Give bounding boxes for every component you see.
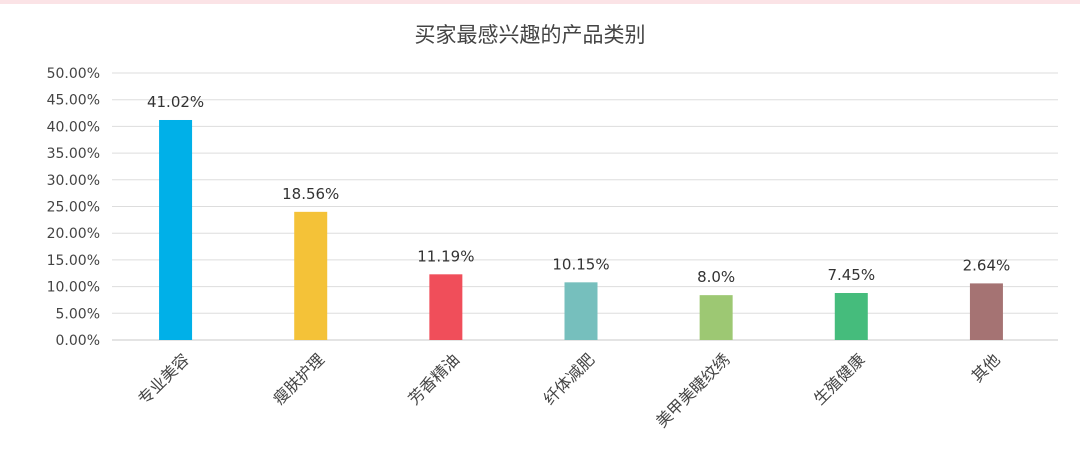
bar-3 (429, 274, 463, 340)
y-tick-label: 10.00% (47, 280, 100, 296)
bar-7 (969, 283, 1003, 340)
x-tick-label: 专业美容 (134, 350, 193, 409)
bar-6 (834, 293, 868, 340)
y-tick-label: 45.00% (47, 93, 100, 109)
x-tick-label: 生殖健康 (810, 350, 869, 409)
chart-title: 买家最感兴趣的产品类别 (415, 23, 646, 47)
bar-2 (294, 211, 328, 340)
y-tick-label: 40.00% (47, 119, 100, 135)
y-tick-label: 15.00% (47, 253, 100, 269)
x-tick-label: 瘦肤护理 (269, 350, 328, 409)
x-tick-label: 其他 (968, 350, 1004, 386)
x-tick-label: 美甲美睫纹绣 (652, 350, 733, 431)
data-label: 41.02% (147, 93, 204, 111)
data-label: 7.45% (827, 266, 875, 284)
data-labels: 41.02% 18.56% 11.19% 10.15% 8.0% 7.45% 2.64% (147, 93, 1010, 286)
y-tick-label: 0.00% (56, 333, 100, 349)
bar-4 (564, 282, 598, 340)
y-tick-label: 25.00% (47, 200, 100, 216)
bars (159, 119, 1003, 340)
bar-1 (159, 119, 193, 340)
y-tick-label: 30.00% (47, 173, 100, 189)
y-axis: 0.00% 5.00% 10.00% 15.00% 20.00% 25.00% 30.00%… (47, 66, 100, 349)
data-label: 10.15% (552, 255, 609, 273)
y-tick-label: 50.00% (47, 66, 100, 82)
gridlines (112, 72, 1058, 341)
x-tick-label: 纤体减肥 (540, 350, 599, 409)
bar-5 (699, 295, 733, 340)
x-axis: 专业美容 瘦肤护理 芳香精油 纤体减肥 美甲美睫纹绣 生殖健康 其他 (134, 350, 1004, 431)
data-label: 2.64% (963, 256, 1011, 274)
data-label: 18.56% (282, 185, 339, 203)
top-strip (0, 0, 1080, 4)
data-label: 8.0% (697, 268, 735, 286)
y-tick-label: 20.00% (47, 226, 100, 242)
data-label: 11.19% (417, 247, 474, 265)
y-tick-label: 5.00% (56, 306, 100, 322)
y-tick-label: 35.00% (47, 146, 100, 162)
x-tick-label: 芳香精油 (404, 350, 463, 409)
